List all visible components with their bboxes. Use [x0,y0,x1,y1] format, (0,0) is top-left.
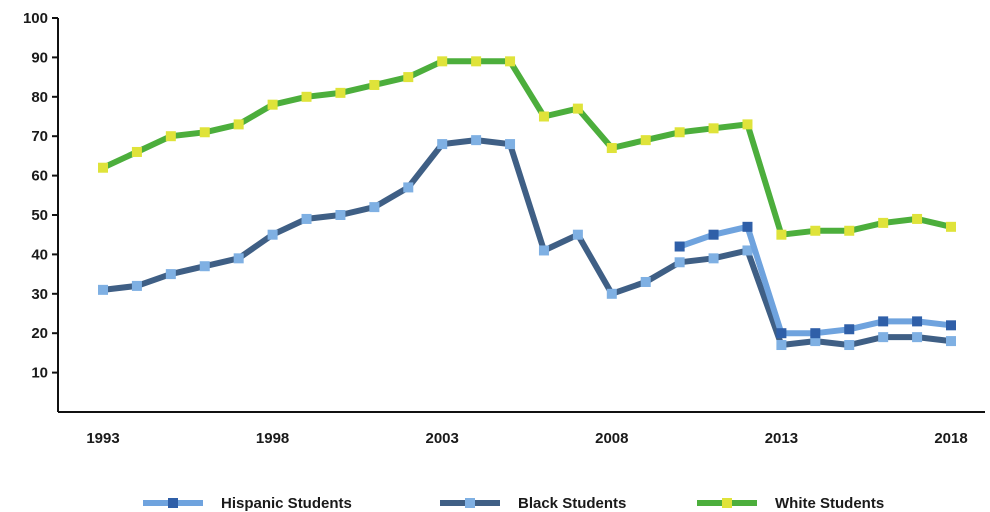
x-tick-label: 1998 [256,430,289,447]
y-tick-label: 60 [31,168,48,185]
legend-swatch-marker [722,498,732,508]
black-students-marker [606,288,617,299]
white-students-marker [912,213,923,224]
legend-swatch-marker [168,498,178,508]
black-students-marker [505,139,516,150]
white-students-marker [572,103,583,114]
white-students-marker [742,119,753,130]
black-students-marker [810,336,821,347]
black-students-marker [98,284,108,295]
series-group [98,56,956,351]
legend-item-white-students: White Students [697,495,884,512]
y-axis-ticks: 10 20 30 40 50 60 70 80 90 100 [23,10,58,382]
white-students-marker [233,119,244,130]
x-tick-label: 1993 [86,430,119,447]
legend-label: White Students [775,495,884,512]
hispanic-students-marker [878,316,889,327]
hispanic-students-marker [776,328,787,339]
black-students-marker [844,340,855,351]
black-students-marker [165,269,176,280]
black-students-marker [335,210,346,220]
black-students-marker [708,253,719,264]
white-students-marker [606,143,617,154]
legend-swatch-marker [465,498,475,508]
hispanic-students-marker [912,316,923,327]
y-tick-label: 70 [31,128,48,145]
white-students-marker [810,225,821,236]
black-students-marker [199,261,210,272]
black-students-line [100,137,954,348]
black-students-marker [471,135,482,146]
white-students-marker [776,229,787,240]
white-students-marker [98,162,108,173]
hispanic-students-marker [844,324,855,335]
black-students-marker [233,253,244,264]
black-students-marker [742,245,753,256]
y-tick-label: 90 [31,49,48,66]
white-students-marker [946,221,956,232]
black-students-marker [946,336,956,347]
black-students-marker [776,340,787,351]
legend: Hispanic Students Black Students White Stu… [143,495,884,512]
white-students-marker [878,217,889,228]
y-tick-label: 40 [31,246,48,263]
black-students-marker [538,245,549,256]
y-tick-label: 20 [31,325,48,342]
y-tick-label: 50 [31,207,48,224]
hispanic-students-marker [946,320,956,331]
white-students-marker [640,135,651,146]
hispanic-students-marker [810,328,821,339]
x-tick-label: 2018 [934,430,967,447]
black-students-marker [369,202,380,213]
white-students-marker [301,91,312,102]
white-students-marker [131,146,142,157]
legend-label: Hispanic Students [221,495,352,512]
white-students-marker [267,99,278,110]
black-students-marker [437,139,448,150]
black-students-marker [267,229,278,240]
white-students-marker [844,225,855,236]
black-students-marker [674,257,685,268]
x-axis-ticks: 1993 1998 2003 2008 2013 2018 [86,430,967,447]
white-students-marker [335,87,346,98]
white-students-marker [199,127,210,138]
y-tick-label: 10 [31,365,48,382]
legend-item-hispanic-students: Hispanic Students [143,495,352,512]
white-students-marker [471,56,482,67]
white-students-marker [708,123,719,134]
black-students-marker [403,182,414,193]
white-students-marker [437,56,448,67]
legend-item-black-students: Black Students [440,495,626,512]
legend-label: Black Students [518,495,626,512]
white-students-marker [505,56,516,67]
black-students-marker [572,229,583,240]
black-students-marker [878,332,889,343]
y-tick-label: 30 [31,286,48,303]
black-students-marker [640,276,651,287]
x-tick-label: 2003 [426,430,459,447]
white-students-marker [403,72,414,83]
y-tick-label: 100 [23,10,48,27]
white-students-line [100,58,954,238]
x-tick-label: 2013 [765,430,798,447]
black-students-marker [301,213,312,224]
hispanic-students-line [676,223,954,337]
black-students-marker [912,332,923,343]
hispanic-students-marker [742,221,753,232]
x-tick-label: 2008 [595,430,628,447]
black-students-marker [131,280,142,291]
hispanic-students-marker [708,229,719,240]
white-students-marker [165,131,176,142]
white-students-marker [538,111,549,122]
white-students-marker [674,127,685,138]
white-students-marker [369,79,380,90]
y-tick-label: 80 [31,89,48,106]
hispanic-students-marker [674,241,685,252]
